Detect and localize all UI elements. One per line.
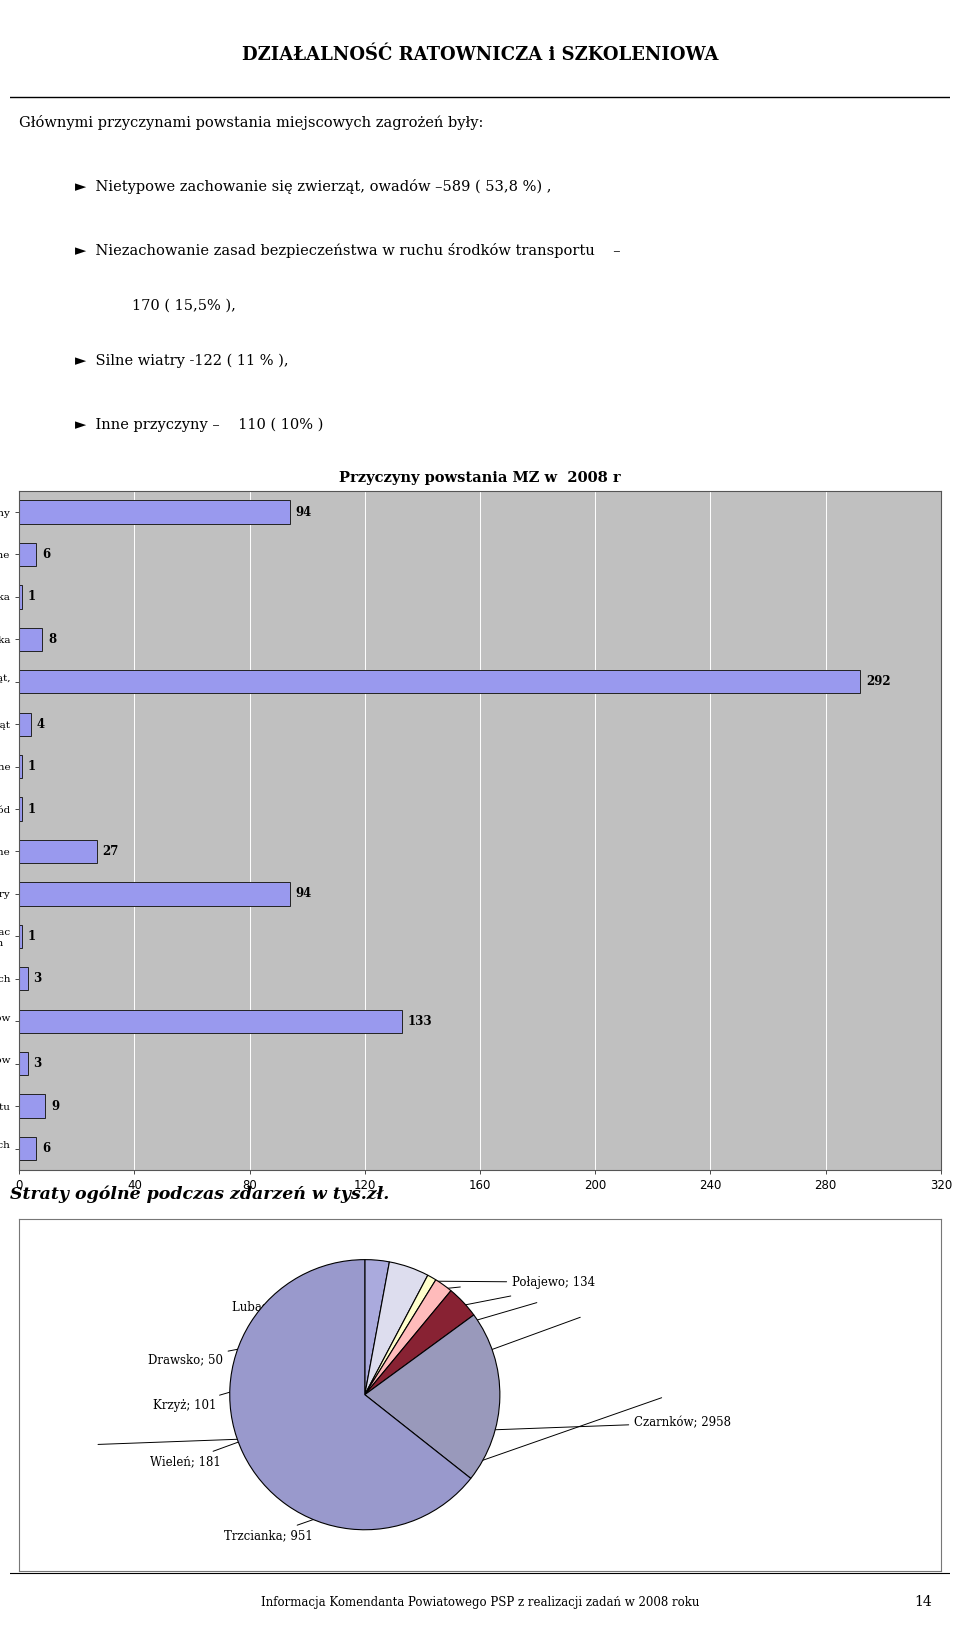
Bar	[19, 1052, 28, 1075]
Text: 9: 9	[51, 1099, 59, 1112]
Bar	[19, 586, 22, 609]
Text: Krzyż; 101: Krzyż; 101	[154, 1302, 537, 1412]
Text: Straty ogólne podczas zdarzeń w tys.zł.: Straty ogólne podczas zdarzeń w tys.zł.	[10, 1186, 389, 1202]
Bar	[19, 882, 290, 906]
Bar	[19, 543, 36, 566]
Bar	[19, 754, 22, 779]
Text: 3: 3	[34, 972, 42, 985]
Text: 94: 94	[296, 506, 312, 519]
Text: ►  Inne przyczyny –    110 ( 10% ): ► Inne przyczyny – 110 ( 10% )	[76, 417, 324, 432]
Text: ►  Nietypowe zachowanie się zwierząt, owadów –589 ( 53,8 %) ,: ► Nietypowe zachowanie się zwierząt, owa…	[76, 180, 552, 195]
Title: Przyczyny powstania MZ w  2008 r: Przyczyny powstania MZ w 2008 r	[339, 471, 621, 486]
Bar	[19, 713, 31, 736]
Text: 170 ( 15,5% ),: 170 ( 15,5% ),	[132, 298, 236, 312]
Text: 3: 3	[34, 1057, 42, 1070]
Text: Lubasz; 221: Lubasz; 221	[232, 1288, 460, 1314]
Text: ►  Niezachowanie zasad bezpieczeństwa w ruchu środków transportu    –: ► Niezachowanie zasad bezpieczeństwa w r…	[76, 244, 621, 258]
Text: 6: 6	[42, 548, 50, 561]
Text: Drawsko; 50: Drawsko; 50	[148, 1296, 511, 1366]
Text: ►  Silne wiatry -122 ( 11 % ),: ► Silne wiatry -122 ( 11 % ),	[76, 353, 289, 368]
Bar	[19, 839, 97, 864]
Text: Czarnków; 2958: Czarnków; 2958	[98, 1417, 732, 1445]
Text: Głównymi przyczynami powstania miejscowych zagrożeń były:: Głównymi przyczynami powstania miejscowy…	[19, 115, 484, 131]
Text: 4: 4	[36, 718, 44, 731]
Text: 8: 8	[48, 633, 56, 646]
Bar	[19, 924, 22, 947]
Text: Połajewo; 134: Połajewo; 134	[395, 1276, 595, 1289]
Bar	[19, 1137, 36, 1160]
Bar	[19, 797, 22, 821]
Text: 1: 1	[28, 761, 36, 774]
Text: 133: 133	[408, 1014, 433, 1027]
Bar	[19, 1009, 402, 1032]
Text: DZIAŁALNOŚĆ RATOWNICZA i SZKOLENIOWA: DZIAŁALNOŚĆ RATOWNICZA i SZKOLENIOWA	[242, 46, 718, 64]
Text: 27: 27	[103, 844, 119, 857]
Bar	[19, 671, 860, 694]
Bar	[19, 967, 28, 990]
Text: 14: 14	[914, 1595, 931, 1610]
Text: Trzcianka; 951: Trzcianka; 951	[224, 1397, 661, 1541]
Text: 1: 1	[28, 803, 36, 816]
Text: 292: 292	[866, 676, 891, 689]
Text: 1: 1	[28, 929, 36, 942]
Text: 1: 1	[28, 591, 36, 604]
Bar	[19, 1094, 45, 1117]
Bar	[19, 501, 290, 524]
Bar	[19, 628, 42, 651]
Text: 6: 6	[42, 1142, 50, 1155]
Text: Wieleń; 181: Wieleń; 181	[150, 1317, 580, 1467]
Text: Informacja Komendanta Powiatowego PSP z realizacji zadań w 2008 roku: Informacja Komendanta Powiatowego PSP z …	[261, 1595, 699, 1608]
Text: 94: 94	[296, 887, 312, 900]
